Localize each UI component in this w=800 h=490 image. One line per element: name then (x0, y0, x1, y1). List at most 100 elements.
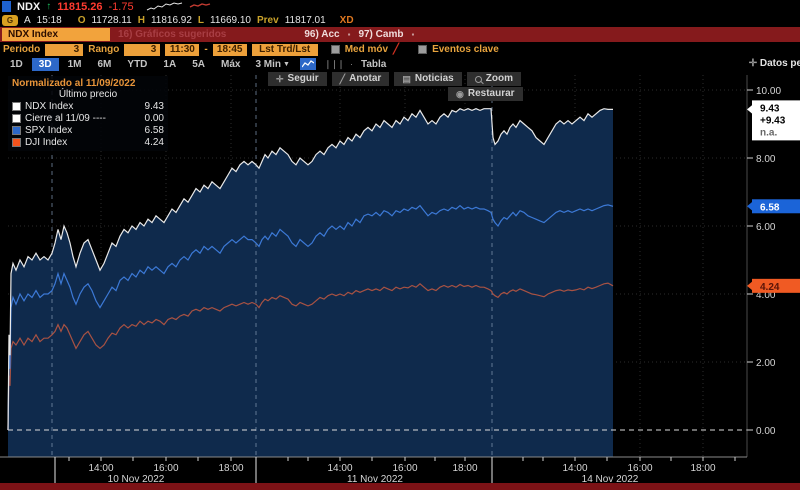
spx-swatch (12, 125, 21, 135)
time-label: 18:00 (690, 463, 715, 474)
legend-item-ndx[interactable]: NDX Index 9.43 (12, 100, 164, 112)
range-label: Rango (88, 44, 120, 55)
mov-avg-checkbox[interactable] (330, 45, 340, 54)
candlestick-icon[interactable]: ❘❘❘ (324, 58, 345, 69)
plus-icon: ✛ (748, 58, 758, 69)
period-tabs-bar: 1D 3D 1M 6M YTD 1A 5A Máx 3 Min ▼ ❘❘❘ · … (0, 57, 800, 71)
annotate-button[interactable]: ╱ Anotar (331, 72, 390, 86)
time-label: 14:00 (88, 463, 113, 474)
badge-pointer (747, 104, 753, 115)
interval-dropdown[interactable]: 3 Min (255, 58, 282, 70)
time-label: 18:00 (452, 463, 477, 474)
plus-icon: ✛ (276, 74, 284, 84)
mov-avg-line-icon: ╱ (393, 44, 400, 55)
news-button[interactable]: ▤ Noticias (394, 72, 462, 86)
ndx-area-fill (8, 108, 613, 457)
actions-menu[interactable]: 96) Acc (304, 29, 340, 40)
date-label: 10 Nov 2022 (108, 474, 165, 483)
mov-avg-label: Med móv (344, 44, 389, 55)
badge-pointer (747, 201, 753, 212)
time-from-input[interactable]: 11:30 (165, 43, 200, 56)
chart-toolbar: ✛ Seguir ╱ Anotar ▤ Noticias Zoom (268, 72, 521, 86)
chevron-down-icon[interactable]: ▼ (283, 60, 290, 68)
tab-1d[interactable]: 1D (10, 58, 23, 70)
tab-ytd[interactable]: YTD (127, 58, 148, 70)
restore-button[interactable]: ◉ Restaurar (448, 87, 523, 101)
low-value: 11669.10 (210, 14, 251, 26)
xd-flag: XD (339, 14, 354, 26)
dji-swatch (12, 137, 21, 147)
menu-dot: ▪ (347, 30, 351, 39)
magnifier-icon (474, 75, 482, 83)
table-button[interactable]: Tabla (360, 58, 387, 70)
legend-item-close[interactable]: Cierre al 11/09 ---- 0.00 (12, 112, 164, 124)
spx-line (7, 204, 614, 431)
low-label: L (197, 14, 205, 26)
quote-time: 15:18 (36, 14, 62, 26)
time-to-input[interactable]: 18:45 (212, 43, 247, 56)
chart-controls-bar: Periodo 3 Rango 3 11:30 - 18:45 Lst Trd/… (0, 42, 800, 67)
high-value: 11816.92 (150, 14, 192, 26)
separator-dot: · (349, 59, 353, 69)
range-input[interactable]: 3 (124, 43, 161, 56)
time-label: 14:00 (327, 463, 352, 474)
period-label: Periodo (3, 44, 41, 55)
period-input[interactable]: 3 (45, 43, 84, 56)
badge-pointer (747, 280, 753, 291)
tab-6m[interactable]: 6M (97, 58, 112, 70)
security-field[interactable]: NDX Index (2, 28, 110, 41)
ndx-line (7, 108, 613, 431)
suggested-charts-menu[interactable]: 16) Gráficos sugeridos (118, 29, 227, 40)
tab-1m[interactable]: 1M (67, 58, 82, 70)
open-value: 11728.11 (91, 14, 132, 26)
price-chart[interactable]: 0.00 2.00 4.00 6.00 8.00 10.00 9.43+9.43n.a. 6.… (0, 71, 800, 483)
pencil-icon: ╱ (339, 74, 346, 84)
date-label: 14 Nov 2022 (582, 474, 639, 483)
key-events-checkbox[interactable] (418, 45, 428, 54)
legend-item-dji[interactable]: DJI Index 4.24 (12, 136, 164, 148)
y-tick-label: 8.00 (756, 154, 776, 165)
key-events-label: Eventos clave (432, 44, 499, 55)
badge-value: 9.43 (760, 103, 780, 114)
line-chart-icon[interactable] (299, 58, 316, 70)
badge-value: 6.58 (760, 202, 780, 213)
zoom-button[interactable]: Zoom (466, 72, 521, 86)
custom-data-button[interactable]: ✛ Datos per (748, 58, 800, 69)
chart-area[interactable]: 0.00 2.00 4.00 6.00 8.00 10.00 9.43 +9.43 n.a. 6.… (0, 71, 800, 483)
prev-label: Prev (257, 14, 279, 26)
legend-item-spx[interactable]: SPX Index 6.58 (12, 124, 164, 136)
y-tick-label: 2.00 (756, 358, 776, 369)
time-dash: - (204, 44, 208, 55)
date-label: 11 Nov 2022 (347, 474, 403, 483)
high-label: H (137, 14, 145, 26)
badge-value: 4.24 (760, 282, 780, 293)
legend-subtitle: Último precio (58, 89, 118, 100)
menu-bar: NDX Index 16) Gráficos sugeridos 96) Acc… (0, 27, 800, 42)
menu-dot: ▪ (411, 30, 415, 39)
y-tick-label: 10.00 (756, 86, 781, 97)
edit-menu[interactable]: 97) Camb (358, 29, 404, 40)
window-tab-icon[interactable] (2, 1, 11, 12)
session-flag: A (24, 14, 31, 26)
tab-5y[interactable]: 5A (192, 58, 205, 70)
prev-value: 11817.01 (284, 14, 326, 26)
title-bar: NDX ↑ 11815.26 -1.75 G A 15:18 O 11728.1… (0, 0, 800, 27)
monitor-icon[interactable]: G (2, 14, 18, 26)
price-change: -1.75 (108, 0, 134, 13)
tab-max[interactable]: Máx (221, 58, 241, 70)
badge-value: +9.43 (760, 115, 786, 126)
y-tick-label: 0.00 (756, 426, 776, 437)
bottom-border-strip (0, 483, 800, 490)
last-trade-button[interactable]: Lst Trd/Lst P (251, 43, 318, 67)
price-badge (752, 100, 800, 141)
time-label: 16:00 (392, 463, 417, 474)
restore-icon: ◉ (456, 89, 464, 99)
time-label: 16:00 (153, 463, 178, 474)
tab-1y[interactable]: 1A (163, 58, 177, 70)
follow-button[interactable]: ✛ Seguir (268, 72, 327, 86)
tab-3d[interactable]: 3D (31, 57, 59, 71)
close-swatch (12, 113, 21, 123)
mini-sparkline-icon (146, 1, 210, 10)
price-badge (752, 199, 800, 214)
chart-legend: Normalizado al 11/09/2022 Último precio … (8, 76, 168, 151)
